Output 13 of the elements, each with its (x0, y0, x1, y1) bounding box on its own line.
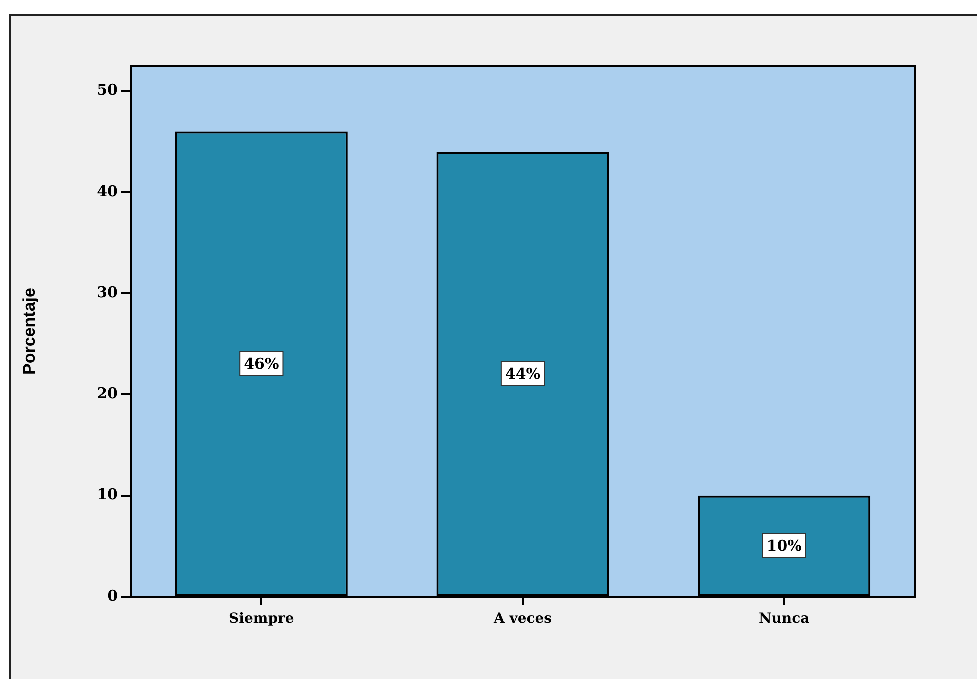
data-label: 46% (244, 354, 280, 373)
x-tick-label: Siempre (229, 611, 294, 628)
x-tick-label: Nunca (758, 611, 810, 628)
y-axis-title: Porcentaje (20, 288, 39, 375)
y-tick-label: 10 (97, 486, 118, 504)
data-label: 44% (505, 364, 541, 383)
data-label: 10% (766, 536, 802, 555)
y-tick-label: 20 (97, 384, 118, 403)
y-tick-label: 40 (97, 182, 118, 200)
y-tick-label: 0 (108, 586, 118, 605)
x-tick-label: A veces (492, 611, 552, 628)
y-tick-label: 30 (97, 283, 118, 302)
y-tick-label: 50 (97, 81, 118, 100)
